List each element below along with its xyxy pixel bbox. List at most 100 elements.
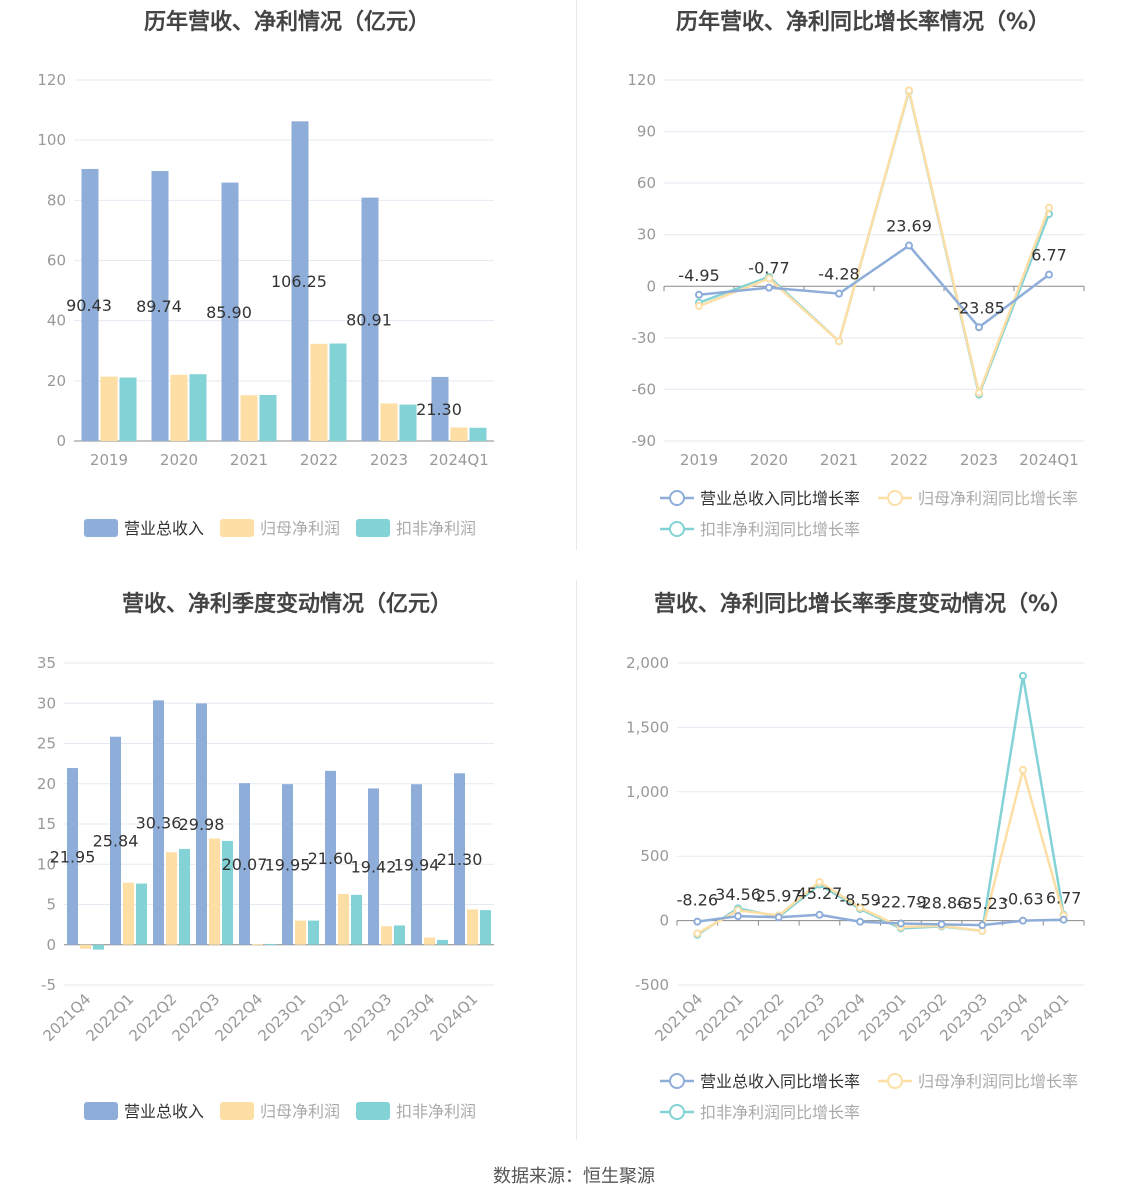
bar [325, 770, 336, 945]
y-tick-label: 20 [47, 372, 66, 390]
data-point [765, 283, 773, 292]
x-tick-label: 2020 [160, 451, 198, 469]
x-tick-label: 2023 [960, 451, 998, 469]
data-label: 19.95 [265, 855, 311, 874]
x-tick-label: 2022 [300, 451, 338, 469]
y-tick-label: 90 [637, 123, 656, 141]
data-point [835, 289, 843, 298]
data-point [1018, 671, 1027, 680]
chart-title: 历年营收、净利情况（亿元） [143, 10, 430, 35]
bar [179, 848, 190, 945]
chart-annual-revenue: 0 20 40 60 80 100 120 90.43 89.74 85.90 106.25 80.9… [37, 71, 494, 538]
legend-label: 营业总收入同比增长率 [700, 489, 860, 508]
y-tick-label: 20 [37, 775, 56, 793]
bar [151, 171, 169, 441]
y-tick-label: 1,500 [626, 718, 669, 736]
bar [431, 376, 449, 441]
bar [467, 909, 478, 945]
x-tick-label: 2024Q1 [427, 990, 482, 1045]
bar [437, 939, 448, 945]
bar [252, 943, 263, 945]
data-label: 25.97 [756, 886, 802, 905]
bar [480, 910, 491, 945]
y-tick-label: 15 [37, 815, 56, 833]
data-label: 21.95 [50, 847, 96, 866]
chart-title: 营收、净利季度变动情况（亿元） [121, 592, 452, 617]
y-tick-label: 0 [646, 277, 656, 295]
bar [310, 343, 328, 441]
legend-swatch [220, 519, 254, 537]
legend-marker [669, 1104, 685, 1120]
data-point [835, 337, 843, 346]
bar [170, 374, 188, 441]
chart-title: 历年营收、净利同比增长率情况（%） [675, 10, 1051, 35]
x-tick-label: 2023 [370, 451, 408, 469]
chart-panel-quarterly-revenue: 营收、净利季度变动情况（亿元） -5 0 5 10 15 20 25 30 35 21.95 25.… [0, 580, 574, 1150]
data-label: -0.77 [748, 259, 789, 278]
bar [381, 926, 392, 945]
y-tick-label: 120 [37, 71, 66, 89]
legend-label: 扣非净利润 [396, 1102, 476, 1121]
x-tick-label: 2024Q1 [429, 451, 489, 469]
data-label: -0.63 [1002, 890, 1043, 909]
data-label: 20.07 [222, 855, 268, 874]
y-tick-label: 30 [37, 694, 56, 712]
data-label: 23.69 [886, 217, 932, 236]
chart-quarterly-growth: -500 0 500 1,000 1,500 2,000 -8.2634.5625.9745… [626, 654, 1085, 1122]
data-label: -35.23 [956, 894, 1008, 913]
bar [265, 943, 276, 945]
y-tick-label: 5 [46, 896, 56, 914]
legend-label: 归母净利润 [260, 519, 340, 538]
legend-swatch [84, 1102, 118, 1120]
series-line [697, 913, 1064, 927]
data-label: 21.30 [416, 400, 462, 419]
bar [67, 768, 78, 945]
bar [196, 703, 207, 945]
legend-label: 营业总收入 [124, 1102, 204, 1121]
data-label: 19.94 [394, 855, 440, 874]
data-point [774, 913, 783, 922]
y-tick-label: 60 [637, 174, 656, 192]
y-tick-label: 60 [47, 252, 66, 270]
legend-swatch [220, 1102, 254, 1120]
legend-label: 扣非净利润同比增长率 [700, 1103, 860, 1122]
data-label: 29.98 [179, 815, 225, 834]
bar [454, 773, 465, 945]
data-point [693, 917, 702, 926]
legend-swatch [356, 1102, 390, 1120]
bar [123, 882, 134, 945]
data-point [896, 919, 905, 928]
legend-label: 归母净利润同比增长率 [918, 489, 1078, 508]
bar [110, 736, 121, 945]
bar [291, 121, 309, 441]
chart-panel-annual-revenue: 历年营收、净利情况（亿元） 0 20 40 60 80 100 120 90.43 89.74 8… [0, 0, 574, 560]
bar [81, 168, 99, 441]
bar [394, 925, 405, 945]
x-tick-label: 2024Q1 [1019, 451, 1079, 469]
bar [469, 427, 487, 441]
data-point [905, 241, 913, 250]
data-label: -8.59 [839, 891, 880, 910]
data-point [1045, 270, 1053, 279]
x-tick-label: 2019 [680, 451, 718, 469]
y-tick-label: 120 [627, 71, 656, 89]
legend-marker [887, 490, 903, 506]
bar [282, 784, 293, 945]
data-point [1059, 915, 1068, 924]
x-tick-label: 2021 [230, 451, 268, 469]
data-label: 106.25 [271, 272, 327, 291]
data-label: 80.91 [346, 310, 392, 329]
data-point [1045, 203, 1053, 212]
data-point [905, 86, 913, 95]
data-label: 19.42 [351, 858, 397, 877]
bar [136, 883, 147, 945]
bar [240, 395, 258, 441]
data-label: 21.30 [437, 850, 483, 869]
bar [380, 403, 398, 441]
data-point [856, 917, 865, 926]
bar [93, 944, 104, 950]
data-label: -23.85 [953, 298, 1005, 317]
bar [308, 920, 319, 945]
x-tick-label: 2020 [750, 451, 788, 469]
